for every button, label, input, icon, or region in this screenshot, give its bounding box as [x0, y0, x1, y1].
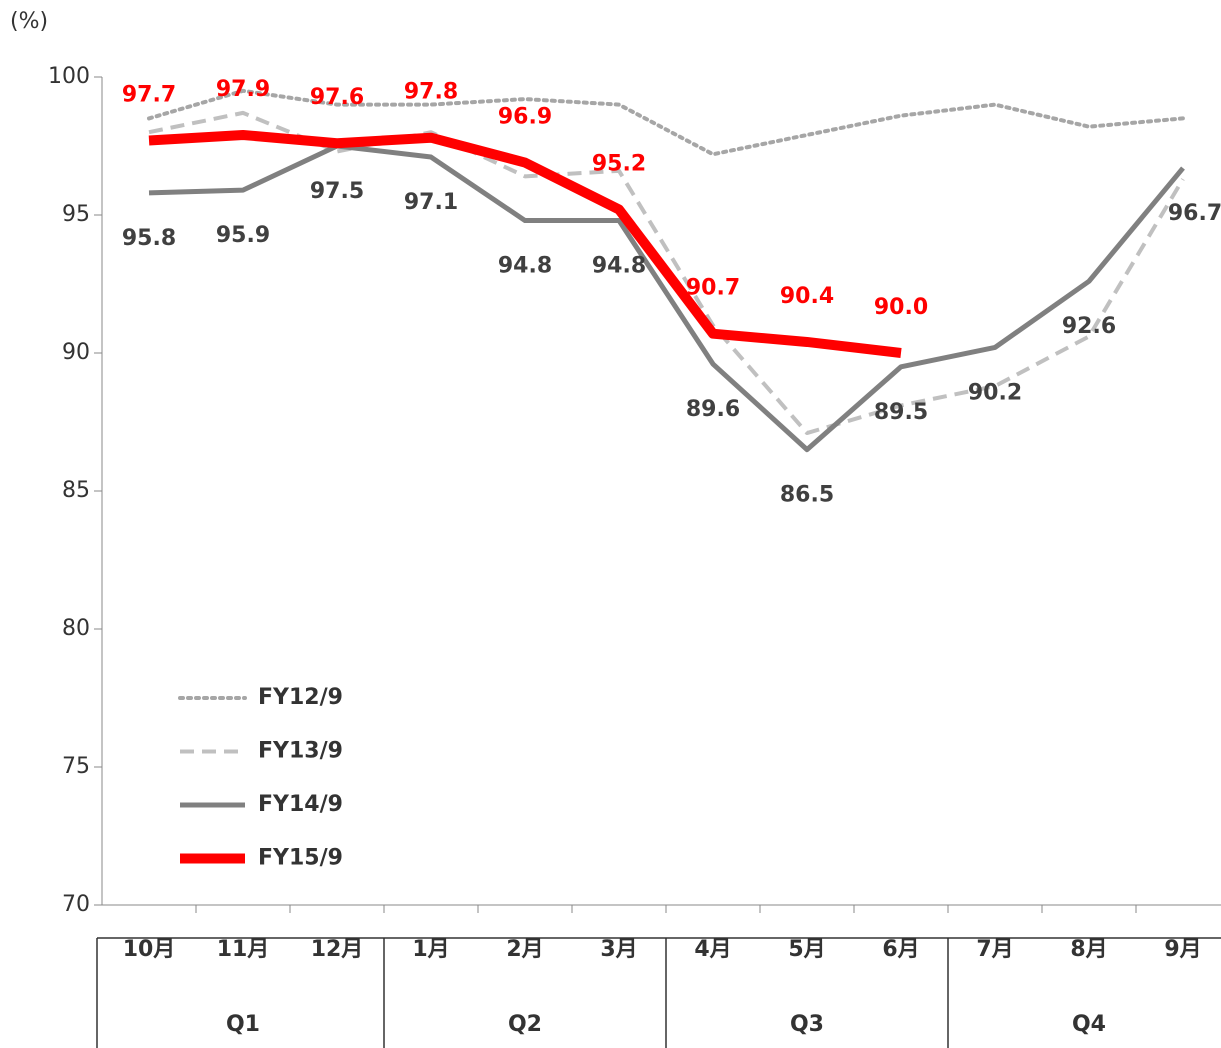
data-label: 95.8 [122, 226, 176, 251]
data-label: 86.5 [780, 483, 834, 508]
group-label: Q4 [1072, 1012, 1106, 1037]
data-label: 97.8 [404, 80, 458, 105]
data-label: 90.7 [686, 276, 740, 301]
data-label: 97.1 [404, 190, 458, 215]
data-label: 95.9 [216, 223, 270, 248]
data-label: 89.5 [874, 400, 928, 425]
data-label: 97.9 [216, 77, 270, 102]
y-tick-label: 95 [62, 202, 90, 227]
data-label: 90.0 [874, 295, 928, 320]
x-tick-label: 10月 [123, 937, 176, 962]
legend-label: FY12/9 [258, 685, 343, 710]
group-label: Q3 [790, 1012, 824, 1037]
series-line [148, 143, 1185, 453]
data-label: 90.2 [968, 380, 1022, 405]
x-tick-label: 8月 [1070, 937, 1107, 962]
x-tick-label: 11月 [217, 937, 270, 962]
data-label: 97.6 [310, 85, 364, 110]
legend-label: FY15/9 [258, 846, 343, 871]
x-tick-label: 9月 [1164, 937, 1201, 962]
group-label: Q1 [226, 1012, 260, 1037]
group-label: Q2 [508, 1012, 542, 1037]
x-tick-label: 6月 [882, 937, 919, 962]
y-tick-label: 80 [62, 616, 90, 641]
data-label: 94.8 [592, 254, 646, 279]
data-label: 90.4 [780, 284, 834, 309]
x-tick-label: 3月 [600, 937, 637, 962]
y-tick-label: 100 [48, 64, 90, 89]
x-tick-label: 2月 [506, 937, 543, 962]
x-tick-label: 5月 [788, 937, 825, 962]
y-tick-label: 75 [62, 754, 90, 779]
legend-label: FY14/9 [258, 792, 343, 817]
legend-label: FY13/9 [258, 739, 343, 764]
x-tick-label: 12月 [311, 937, 364, 962]
x-tick-label: 1月 [412, 937, 449, 962]
data-label: 97.7 [122, 82, 176, 107]
y-tick-label: 70 [62, 892, 90, 917]
data-label: 97.5 [310, 179, 364, 204]
y-unit: (%) [10, 9, 48, 34]
x-tick-label: 7月 [976, 937, 1013, 962]
x-tick-label: 4月 [694, 937, 731, 962]
data-label: 89.6 [686, 397, 740, 422]
data-label: 96.9 [498, 105, 552, 130]
y-tick-label: 85 [62, 478, 90, 503]
series-line [148, 129, 902, 358]
data-label: 96.7 [1168, 201, 1221, 226]
data-label: 92.6 [1062, 314, 1116, 339]
y-tick-label: 90 [62, 340, 90, 365]
series-line [147, 88, 1185, 157]
data-label: 95.2 [592, 151, 646, 176]
data-label: 94.8 [498, 254, 552, 279]
